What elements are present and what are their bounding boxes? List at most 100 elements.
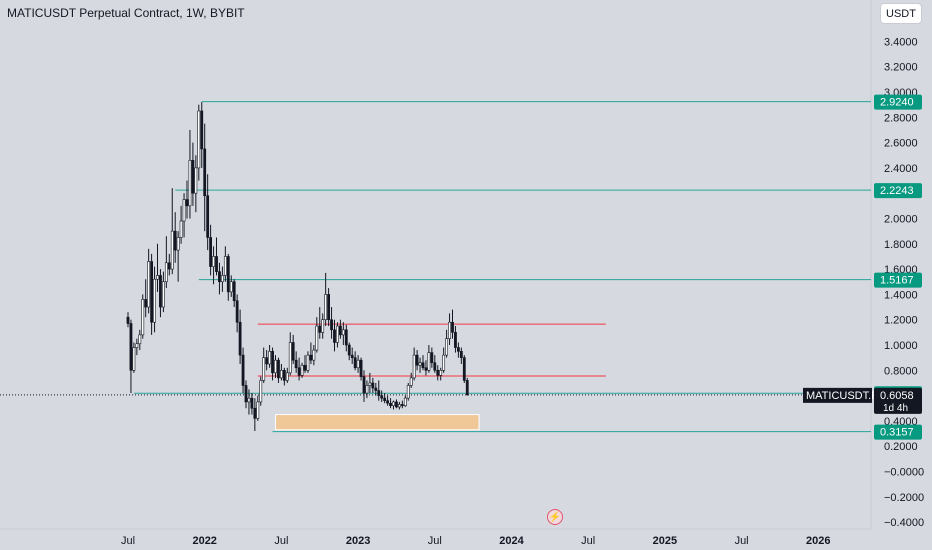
candle-body bbox=[135, 343, 139, 348]
price-tag-value: 0.6058 bbox=[880, 390, 914, 402]
date-tick-label: Jul bbox=[274, 535, 288, 547]
candle-body bbox=[312, 349, 316, 361]
candle-body bbox=[232, 281, 236, 302]
candle-body bbox=[462, 357, 466, 381]
candle-body bbox=[374, 387, 378, 391]
candle-body bbox=[144, 299, 148, 308]
candle-body bbox=[147, 261, 151, 308]
candle-body bbox=[197, 110, 201, 169]
candle-body bbox=[229, 281, 233, 293]
candle-body bbox=[377, 390, 381, 396]
candle-body bbox=[330, 319, 333, 331]
date-tick-label: Jul bbox=[428, 535, 442, 547]
candle-body bbox=[162, 281, 165, 308]
level-tag-bg bbox=[874, 183, 922, 199]
level-tag-bg bbox=[874, 272, 922, 288]
level-price-tag[interactable]: 1.5167 bbox=[874, 272, 922, 288]
candle-body bbox=[253, 407, 257, 419]
candle-body bbox=[164, 262, 168, 283]
candle-body bbox=[321, 319, 325, 333]
candle-body bbox=[350, 354, 354, 358]
candle-body bbox=[344, 329, 348, 346]
candle-body bbox=[159, 275, 162, 308]
symbol-tag-bg bbox=[803, 387, 872, 403]
candle-body bbox=[451, 321, 454, 333]
date-tick-label: 2026 bbox=[806, 535, 830, 547]
candle-body bbox=[400, 404, 404, 407]
candle-body bbox=[341, 329, 345, 336]
candle-body bbox=[132, 347, 136, 371]
candle-body bbox=[215, 256, 218, 272]
candle-body bbox=[303, 364, 307, 371]
price-tick-label: 3.2000 bbox=[884, 62, 918, 74]
level-price-tag[interactable]: 2.9240 bbox=[874, 94, 922, 110]
date-tick-label: 2025 bbox=[653, 535, 677, 547]
price-tick-label: 0.8000 bbox=[884, 365, 918, 377]
countdown-label: 1d 4h bbox=[883, 403, 908, 414]
candle-body bbox=[226, 256, 230, 293]
level-tag-label: 2.9240 bbox=[880, 97, 914, 109]
date-tick-label: Jul bbox=[121, 535, 135, 547]
candle-body bbox=[221, 275, 224, 283]
demand-zone bbox=[275, 414, 480, 431]
price-tick-label: −0.0000 bbox=[884, 467, 924, 479]
candle-body bbox=[465, 380, 469, 396]
candle-body bbox=[291, 342, 295, 361]
candle-body bbox=[415, 354, 419, 366]
candle-body bbox=[421, 362, 425, 369]
candle-body bbox=[365, 385, 369, 394]
candle-body bbox=[356, 359, 360, 369]
candle-body bbox=[212, 256, 215, 267]
level-tag-bg bbox=[874, 94, 922, 110]
candle-body bbox=[238, 321, 242, 356]
candle-body bbox=[126, 316, 130, 324]
candle-body bbox=[129, 323, 133, 371]
candle-body bbox=[403, 397, 407, 407]
candle-body bbox=[327, 294, 331, 320]
tradingview-logo-icon[interactable]: ⚡ bbox=[547, 509, 563, 525]
level-tag-bg bbox=[874, 424, 922, 440]
candle-body bbox=[436, 369, 440, 376]
level-price-tag[interactable]: 2.2243 bbox=[874, 183, 922, 199]
candle-body bbox=[386, 400, 390, 404]
candle-body bbox=[173, 230, 177, 251]
price-tick-label: 1.2000 bbox=[884, 315, 918, 327]
candle-body bbox=[265, 357, 269, 365]
candle-body bbox=[380, 395, 384, 399]
candle-body bbox=[250, 397, 254, 409]
candle-body bbox=[282, 369, 286, 381]
currency-button[interactable]: USDT bbox=[880, 3, 922, 24]
date-tick-label: 2022 bbox=[192, 535, 216, 547]
candle-body bbox=[288, 342, 292, 374]
candle-body bbox=[459, 351, 463, 358]
level-tag-label: 0.3157 bbox=[880, 427, 914, 439]
candle-body bbox=[156, 275, 159, 280]
candle-body bbox=[353, 357, 357, 369]
candle-body bbox=[176, 237, 180, 251]
candle-body bbox=[194, 167, 198, 194]
candle-body bbox=[223, 256, 227, 276]
price-tick-label: −0.2000 bbox=[884, 492, 924, 504]
candle-body bbox=[389, 402, 392, 407]
candle-body bbox=[324, 294, 328, 320]
price-tag-bg bbox=[874, 387, 922, 414]
candle-body bbox=[456, 347, 460, 352]
candle-body bbox=[336, 325, 339, 343]
candle-body bbox=[368, 382, 372, 386]
price-tick-label: 2.6000 bbox=[884, 138, 918, 150]
candle-body bbox=[439, 369, 443, 376]
candle-body bbox=[285, 372, 289, 381]
candle-body bbox=[150, 261, 154, 323]
level-price-tag[interactable]: 0.3157 bbox=[874, 424, 922, 440]
candle-body bbox=[347, 344, 351, 356]
candle-body bbox=[442, 354, 446, 371]
candle-body bbox=[153, 278, 156, 323]
price-tick-label: 2.4000 bbox=[884, 163, 918, 175]
date-tick-label: Jul bbox=[581, 535, 595, 547]
candle-body bbox=[409, 377, 413, 386]
candle-body bbox=[395, 401, 398, 408]
candle-body bbox=[359, 359, 363, 377]
candle-body bbox=[185, 199, 189, 207]
